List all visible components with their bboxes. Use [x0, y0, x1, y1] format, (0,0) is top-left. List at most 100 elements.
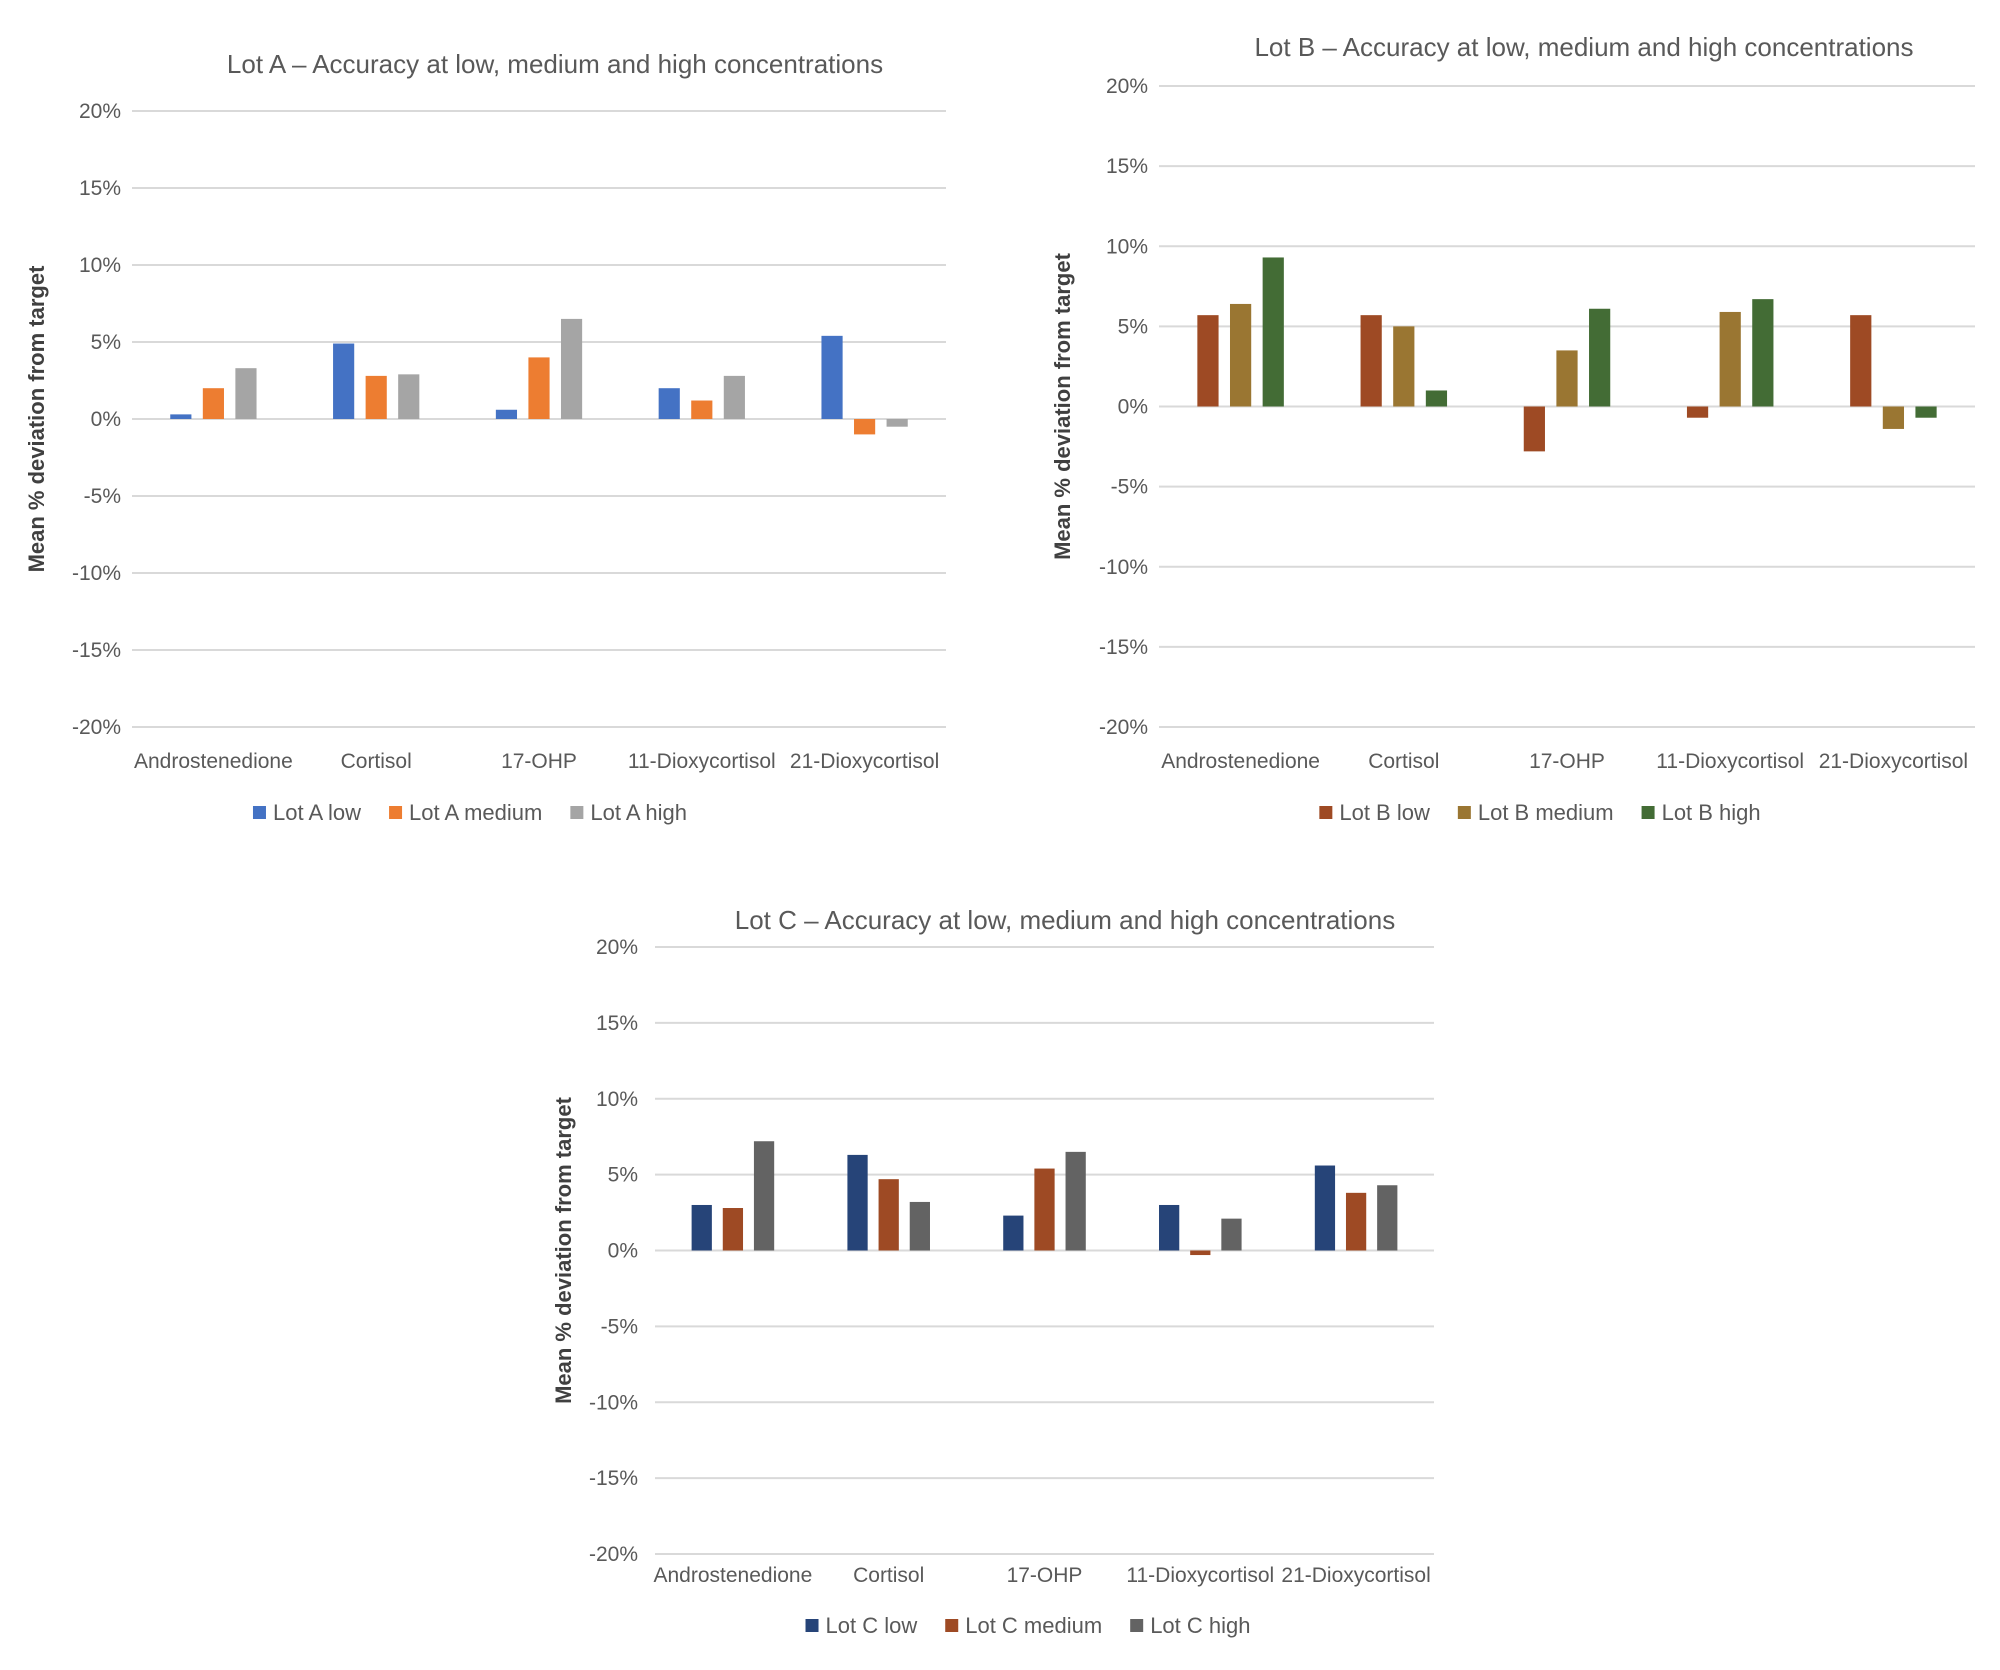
y-tick-label: -10%	[1099, 556, 1148, 579]
y-tick-label: 15%	[1106, 155, 1148, 178]
x-category-label: Androstenedione	[1161, 750, 1320, 773]
legend-label: Lot A low	[273, 800, 361, 825]
legend-label: Lot B low	[1339, 800, 1430, 825]
bar-lot-b-low-11-dioxycortisol	[1686, 406, 1709, 418]
y-tick-label: -10%	[589, 1391, 638, 1414]
bar-lot-b-low-androstenedione	[1197, 315, 1219, 407]
chart-lot-a: 20% 15% 10% 5% 0% -5% -10% -15% -20% Lot A – Accu…	[24, 49, 946, 825]
y-tick-label: 5%	[608, 1164, 638, 1187]
bar-lot-a-medium-cortisol	[365, 375, 387, 419]
chart-title: Lot C – Accuracy at low, medium and high…	[735, 905, 1395, 935]
x-category-label: 11-Dioxycortisol	[1126, 1564, 1274, 1587]
x-category-label: Androstenedione	[654, 1564, 813, 1587]
bar-lot-a-medium-17-ohp	[528, 357, 550, 419]
legend-swatch	[1457, 806, 1471, 819]
y-tick-label: -20%	[589, 1543, 638, 1566]
y-tick-label: -5%	[84, 485, 121, 508]
x-category-label: 17-OHP	[501, 750, 577, 773]
legend-item: Lot C high	[1130, 1613, 1250, 1638]
bar-lot-c-high-11-dioxycortisol	[1221, 1218, 1242, 1251]
bar-lot-c-high-androstenedione	[753, 1141, 775, 1251]
bar-lot-c-medium-androstenedione	[722, 1208, 744, 1251]
x-category-label: Cortisol	[853, 1564, 924, 1587]
x-category-label: Androstenedione	[134, 750, 293, 773]
y-tick-label: 5%	[91, 331, 121, 354]
y-tick-label: 0%	[608, 1240, 638, 1263]
legend-swatch	[1641, 806, 1655, 819]
y-tick-label: 20%	[79, 100, 121, 123]
y-tick-label: -20%	[72, 716, 121, 739]
legend: Lot A low Lot A medium Lot A high	[252, 800, 687, 825]
legend-item: Lot C medium	[945, 1613, 1102, 1638]
bar-lot-a-low-17-ohp	[495, 409, 518, 419]
legend-label: Lot A medium	[409, 800, 542, 825]
y-tick-label: 10%	[596, 1088, 638, 1111]
bar-lot-b-low-cortisol	[1360, 315, 1382, 407]
bar-lot-c-high-17-ohp	[1065, 1151, 1086, 1251]
bar-lot-a-high-androstenedione	[235, 368, 257, 419]
bar-lot-a-low-androstenedione	[170, 414, 192, 419]
bar-lot-b-medium-cortisol	[1393, 326, 1415, 407]
legend-swatch	[252, 806, 266, 819]
bar-lot-a-medium-21-dioxycortisol	[854, 419, 876, 435]
y-tick-label: 20%	[1106, 75, 1148, 98]
bar-lot-b-high-17-ohp	[1589, 308, 1611, 407]
x-category-label: 17-OHP	[1529, 750, 1605, 773]
legend-label: Lot C low	[826, 1613, 918, 1638]
x-category-label: 11-Dioxycortisol	[628, 750, 776, 773]
y-axis-label: Mean % deviation from target	[24, 265, 49, 573]
bar-lot-b-low-21-dioxycortisol	[1850, 315, 1872, 407]
legend-label: Lot B high	[1662, 800, 1761, 825]
legend: Lot B low Lot B medium Lot B high	[1319, 800, 1761, 825]
bar-lot-b-high-androstenedione	[1262, 257, 1284, 407]
legend-item: Lot B high	[1641, 800, 1761, 825]
bar-lot-c-high-cortisol	[909, 1201, 930, 1251]
bar-lot-a-high-11-dioxycortisol	[723, 375, 745, 419]
bar-lot-a-medium-androstenedione	[202, 388, 224, 419]
x-category-label: 21-Dioxycortisol	[1281, 1564, 1430, 1587]
legend-swatch	[945, 1619, 959, 1632]
bar-lot-b-high-11-dioxycortisol	[1752, 299, 1774, 407]
bar-lot-b-medium-21-dioxycortisol	[1882, 406, 1905, 429]
chart-title: Lot A – Accuracy at low, medium and high…	[227, 49, 883, 79]
bar-lot-b-medium-17-ohp	[1556, 350, 1578, 407]
x-category-label: 11-Dioxycortisol	[1656, 750, 1804, 773]
bar-lot-a-high-21-dioxycortisol	[886, 419, 908, 427]
x-category-label: 21-Dioxycortisol	[790, 750, 939, 773]
legend-label: Lot C high	[1150, 1613, 1250, 1638]
x-category-label: 17-OHP	[1007, 1564, 1083, 1587]
legend-item: Lot C low	[805, 1613, 918, 1638]
bar-lot-c-medium-17-ohp	[1034, 1168, 1055, 1251]
legend-item: Lot A low	[252, 800, 361, 825]
bar-lot-c-high-21-dioxycortisol	[1377, 1185, 1398, 1251]
bar-lot-c-low-21-dioxycortisol	[1314, 1165, 1336, 1251]
y-tick-label: -5%	[1111, 476, 1148, 499]
y-tick-label: -15%	[589, 1467, 638, 1490]
bar-lot-a-high-17-ohp	[560, 318, 583, 419]
x-category-label: 21-Dioxycortisol	[1819, 750, 1968, 773]
chart-lot-b: 20% 15% 10% 5% 0% -5% -10% -15% -20% Lot B – Accu…	[1050, 32, 1975, 825]
bar-lot-c-medium-cortisol	[878, 1179, 899, 1251]
legend-label: Lot C medium	[965, 1613, 1102, 1638]
y-axis-label: Mean % deviation from target	[551, 1096, 576, 1404]
bar-lot-a-medium-11-dioxycortisol	[691, 400, 713, 419]
y-tick-label: 5%	[1118, 315, 1148, 338]
legend-label: Lot A high	[590, 800, 687, 825]
legend-item: Lot A medium	[389, 800, 542, 825]
bar-lot-a-low-cortisol	[333, 343, 355, 419]
legend-label: Lot B medium	[1478, 800, 1614, 825]
y-axis-label: Mean % deviation from target	[1050, 252, 1075, 560]
y-tick-label: 15%	[596, 1012, 638, 1035]
chart-title: Lot B – Accuracy at low, medium and high…	[1254, 32, 1913, 62]
bar-lot-c-low-androstenedione	[691, 1204, 712, 1251]
y-tick-label: 10%	[1106, 235, 1148, 258]
y-tick-label: -20%	[1099, 716, 1148, 739]
bar-lot-b-high-21-dioxycortisol	[1915, 406, 1937, 418]
bar-lot-b-low-17-ohp	[1523, 406, 1545, 452]
y-tick-label: 0%	[1118, 396, 1148, 419]
legend-swatch	[805, 1619, 819, 1632]
y-tick-label: -15%	[72, 639, 121, 662]
legend-swatch	[1319, 806, 1333, 819]
bar-lot-c-low-11-dioxycortisol	[1159, 1204, 1180, 1251]
